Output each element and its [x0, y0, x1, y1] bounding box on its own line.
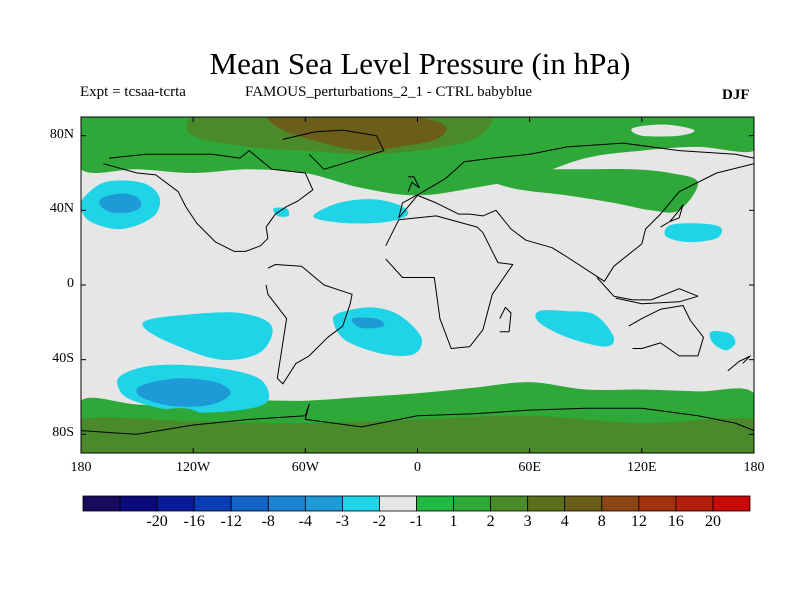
lat-tick-label: 40S — [52, 350, 74, 366]
colorbar-label: -20 — [146, 513, 168, 530]
colorbar-box — [267, 495, 306, 512]
colorbar-label: 8 — [597, 513, 606, 530]
colorbar-label: -1 — [409, 513, 424, 530]
colorbar-label: -16 — [183, 513, 205, 530]
south-pacific-core — [136, 378, 231, 407]
antarctic-coast-3-4 — [81, 415, 754, 453]
colorbar-box — [490, 495, 529, 512]
coastline-greenland — [282, 129, 385, 170]
colorbar-box — [193, 495, 232, 512]
south-pacific-green-patch — [142, 408, 203, 420]
colorbar-label: -3 — [335, 513, 350, 530]
colorbar-label: 20 — [704, 513, 721, 530]
colorbar-box — [379, 495, 417, 512]
colorbar-label: -4 — [298, 513, 312, 530]
coastline-south-america — [265, 264, 353, 385]
colorbar-box — [304, 495, 343, 512]
colorbar-box — [675, 495, 714, 512]
colorbar-label: 1 — [449, 513, 458, 530]
lon-tick-label: 60W — [291, 460, 319, 475]
run-label: FAMOUS_perturbations_2_1 - CTRL babyblue — [245, 84, 533, 100]
lat-tick-label: 80N — [49, 126, 74, 142]
north-pacific-core — [99, 193, 142, 213]
greenland-4-8 — [267, 117, 447, 151]
coastline-japan — [660, 204, 684, 228]
coastline-eurasia — [398, 142, 754, 282]
siberia-positive-anomaly — [473, 168, 699, 213]
colorbar-box — [230, 495, 269, 512]
colorbar-label: -8 — [261, 513, 275, 530]
colorbar-box — [82, 495, 121, 512]
colorbar-label: 4 — [560, 513, 569, 530]
lon-tick-label: 180 — [70, 460, 92, 475]
colorbar-label: -2 — [372, 513, 387, 530]
coastline-new-zealand — [727, 355, 751, 372]
lon-tick-label: 120E — [627, 460, 657, 475]
colorbar-label: -12 — [220, 513, 242, 530]
lon-tick-label: 120W — [176, 460, 211, 475]
experiment-label: Expt = tcsaa-tcrta — [80, 84, 186, 100]
coastline-madagascar — [499, 306, 512, 333]
colorbar — [82, 495, 751, 512]
coastline-antarctica — [81, 404, 754, 435]
south-atlantic-core — [351, 317, 385, 329]
lon-tick-label: 0 — [414, 460, 421, 475]
colorbar-box — [527, 495, 566, 512]
coastlines — [81, 129, 754, 435]
colorbar-box — [712, 495, 751, 512]
season-label: DJF — [722, 87, 750, 103]
colorbar-box — [416, 495, 454, 512]
lon-tick-label: 60E — [518, 460, 541, 475]
colorbar-box — [638, 495, 677, 512]
colorbar-box — [119, 495, 158, 512]
colorbar-label: 16 — [667, 513, 684, 530]
coastline-uk — [407, 176, 420, 192]
map-field — [81, 117, 754, 453]
lat-tick-label: 40N — [49, 201, 74, 217]
tasman-negative — [709, 331, 736, 351]
north-atlantic-negative — [313, 199, 409, 224]
colorbar-label: 2 — [486, 513, 495, 530]
colorbar-box — [156, 495, 195, 512]
coastline-north-america — [103, 150, 314, 252]
colorbar-box — [453, 495, 492, 512]
atlantic-small-negative — [273, 207, 290, 217]
coastline-indonesia — [596, 277, 699, 305]
colorbar-box — [601, 495, 640, 512]
colorbar-label: 3 — [523, 513, 532, 530]
colorbar-label: 12 — [630, 513, 647, 530]
arctic-white-patch — [631, 124, 695, 137]
indian-ocean-negative — [535, 310, 615, 347]
coastline-africa — [385, 215, 514, 349]
coastline-australia — [628, 305, 704, 357]
axis-ticks — [80, 117, 755, 453]
plot-title: Mean Sea Level Pressure (in hPa) — [209, 46, 631, 81]
colorbar-box — [341, 495, 380, 512]
sw-pacific-negative — [142, 312, 273, 360]
lat-tick-label: 0 — [67, 276, 74, 291]
lon-tick-label: 180 — [743, 460, 765, 475]
lat-tick-label: 80S — [52, 425, 74, 441]
colorbar-box — [564, 495, 603, 512]
nw-pacific-negative — [664, 223, 722, 243]
